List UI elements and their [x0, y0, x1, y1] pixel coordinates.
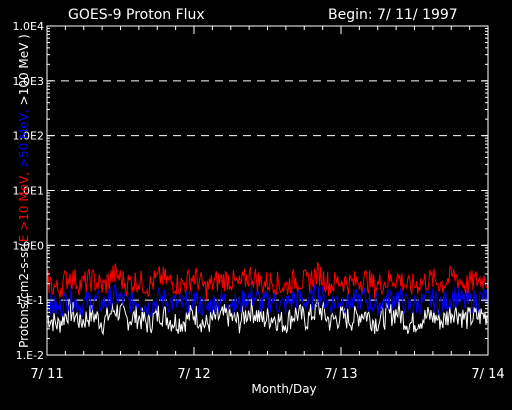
y-tick-label: 1.0E2	[13, 130, 44, 143]
x-tick-label: 7/ 12	[177, 367, 210, 382]
x-tick-label: 7/ 13	[324, 367, 357, 382]
y-tick-label: 1.0E3	[13, 75, 44, 88]
series-line	[46, 283, 489, 318]
y-axis: 1.E-2 1.E-1 1.0E0 1.0E1 1.0E2 1.0E3 1.0E4	[13, 20, 488, 362]
x-tick-label: 7/ 14	[471, 367, 504, 382]
y-axis-label: Protons/cm2-s-sr(E >10 MeV, >50 MeV, >10…	[17, 34, 31, 348]
y-tick-label: 1.0E4	[13, 20, 44, 33]
y-tick-label: 1.E-1	[16, 294, 44, 307]
y-axis-label-part: >50 MeV,	[17, 109, 31, 172]
y-axis-label-part: Protons/cm2-s-sr(	[17, 242, 31, 348]
chart-title: GOES-9 Proton Flux	[68, 7, 205, 23]
x-axis: 7/ 11 7/ 12 7/ 13 7/ 14	[30, 26, 505, 382]
y-tick-label: 1.0E0	[13, 239, 44, 252]
x-axis-label: Month/Day	[251, 382, 316, 396]
series-line	[46, 298, 489, 336]
series-group	[46, 262, 489, 336]
y-tick-label: 1.E-2	[16, 349, 44, 362]
series-line	[46, 262, 489, 301]
y-axis-label-part: E >10 MeV,	[17, 172, 31, 242]
y-tick-label: 1.0E1	[13, 185, 44, 198]
x-tick-label: 7/ 11	[30, 367, 63, 382]
y-axis-label-part: >100 MeV )	[17, 34, 31, 109]
chart-subtitle: Begin: 7/ 11/ 1997	[328, 7, 458, 23]
